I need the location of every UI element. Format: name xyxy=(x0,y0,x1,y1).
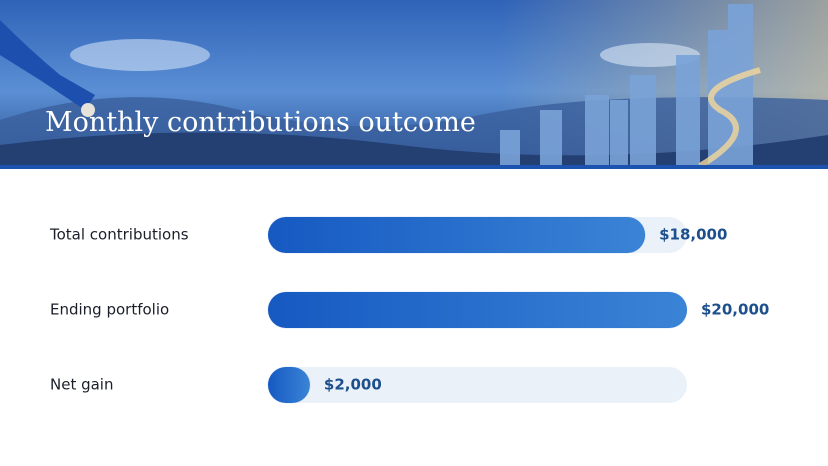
bar xyxy=(267,216,646,254)
value-label: $2,000 xyxy=(324,376,382,394)
chart-title: Monthly contributions outcome xyxy=(45,107,476,138)
bar xyxy=(267,291,688,329)
category-label: Total contributions xyxy=(49,226,189,244)
bar xyxy=(267,366,311,404)
category-label: Ending portfolio xyxy=(50,301,169,319)
bar-track xyxy=(268,367,687,403)
value-label: $20,000 xyxy=(701,301,769,319)
banner xyxy=(0,0,828,169)
value-label: $18,000 xyxy=(659,226,727,244)
category-label: Net gain xyxy=(50,376,114,394)
